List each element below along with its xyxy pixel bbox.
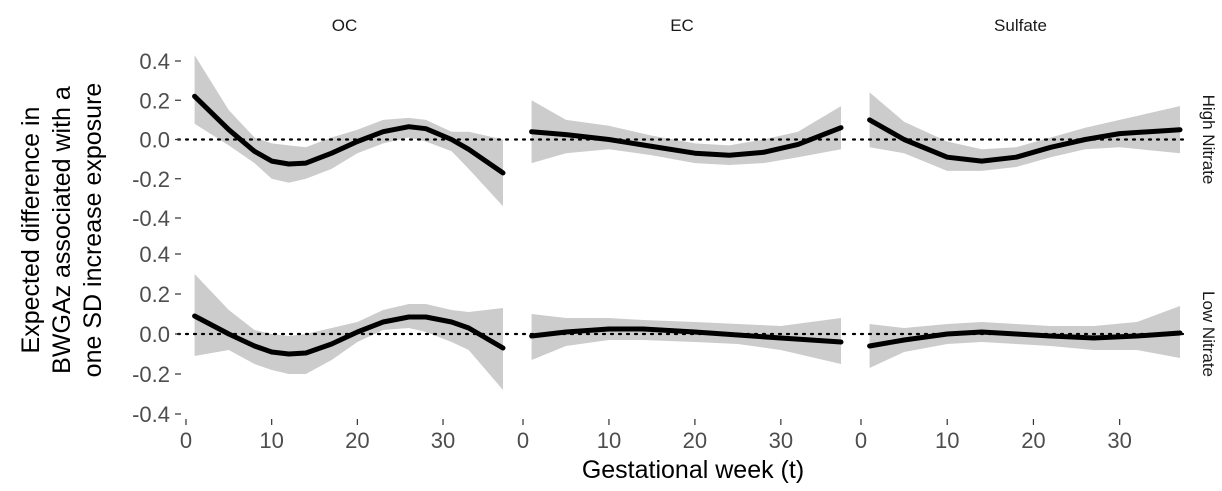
panel-low-nitrate-sulfate xyxy=(851,306,1190,368)
estimate-line xyxy=(192,93,506,176)
y-tick-label: 0.2 xyxy=(139,88,170,113)
x-tick-label: 30 xyxy=(769,428,793,453)
panel-high-nitrate-sulfate xyxy=(851,92,1190,171)
estimate-line xyxy=(529,125,844,158)
x-tick-label: 30 xyxy=(431,428,455,453)
y-tick-label: -0.4 xyxy=(132,206,170,231)
x-tick-label: 20 xyxy=(345,428,369,453)
column-strip-label: OC xyxy=(332,16,358,35)
column-strip-label: EC xyxy=(670,16,694,35)
x-tick-label: 10 xyxy=(935,428,959,453)
x-tick-label: 10 xyxy=(259,428,283,453)
estimate-line xyxy=(529,326,844,345)
ticks-layer: -0.4 -0.2 0.0 0.2 0.4 -0.4 -0.2 0.0 0.2 0.4 0 10 20 3… xyxy=(132,49,1132,453)
panel-high-nitrate-ec xyxy=(513,100,851,165)
x-tick-label: 10 xyxy=(597,428,621,453)
panels-layer xyxy=(176,55,1190,390)
y-tick-label: 0.0 xyxy=(139,128,170,153)
confidence-band xyxy=(194,274,503,390)
y-tick-label: 0.0 xyxy=(139,322,170,347)
y-tick-label: 0.4 xyxy=(139,242,170,267)
y-tick-label: -0.2 xyxy=(132,167,170,192)
y-tick-label: -0.4 xyxy=(132,402,170,427)
panel-high-nitrate-oc xyxy=(176,55,513,207)
estimate-line xyxy=(867,117,1183,164)
estimate-line xyxy=(192,313,506,357)
panel-low-nitrate-oc xyxy=(176,274,513,390)
y-axis-title-line-3: one SD increase exposure xyxy=(79,83,107,378)
x-tick-label: 0 xyxy=(855,428,867,453)
confidence-band xyxy=(869,92,1180,171)
row-strip-label: High Nitrate xyxy=(1199,95,1218,185)
strips-layer: OC EC Sulfate High Nitrate Low Nitrate xyxy=(332,16,1218,377)
panel-low-nitrate-ec xyxy=(513,314,851,364)
y-axis-title-line-2: BWGAz associated with a xyxy=(48,86,76,374)
x-tick-label: 0 xyxy=(180,428,192,453)
confidence-band xyxy=(194,55,503,207)
x-tick-label: 0 xyxy=(517,428,529,453)
x-tick-label: 20 xyxy=(1021,428,1045,453)
confidence-band xyxy=(531,100,841,165)
y-tick-label: 0.4 xyxy=(139,49,170,74)
x-axis-title: Gestational week (t) xyxy=(582,456,804,484)
x-tick-label: 20 xyxy=(683,428,707,453)
estimate-line xyxy=(867,329,1183,349)
y-tick-label: -0.2 xyxy=(132,362,170,387)
y-tick-label: 0.2 xyxy=(139,282,170,307)
y-axis-title-line-1: Expected difference in xyxy=(17,107,45,354)
row-strip-label: Low Nitrate xyxy=(1199,291,1218,377)
column-strip-label: Sulfate xyxy=(994,16,1047,35)
x-tick-label: 30 xyxy=(1107,428,1131,453)
